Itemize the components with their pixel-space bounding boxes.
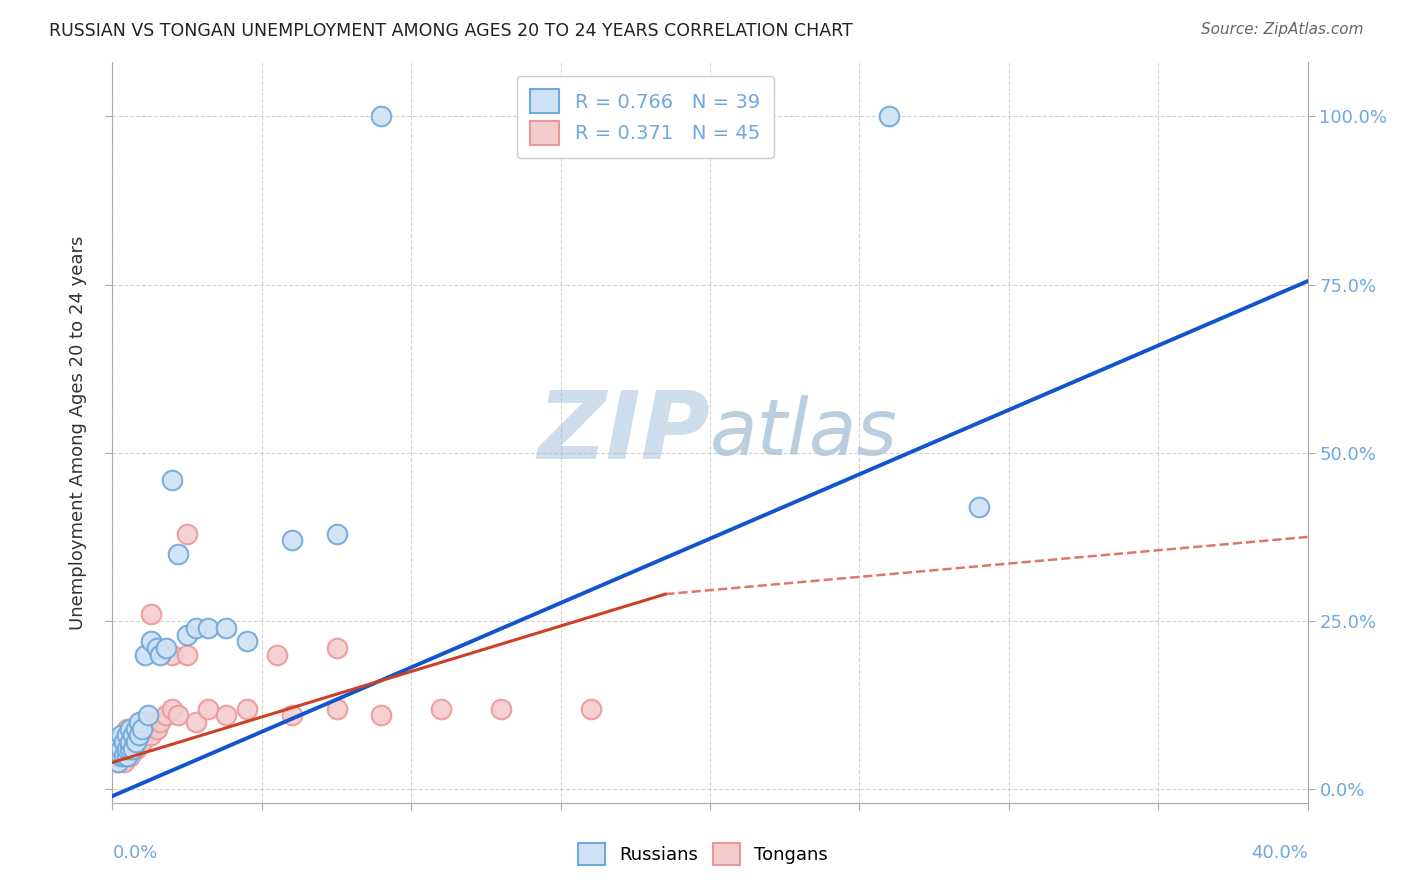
- Point: [155, 708, 177, 723]
- Legend: R = 0.766   N = 39, R = 0.371   N = 45: R = 0.766 N = 39, R = 0.371 N = 45: [516, 76, 773, 158]
- Point: [146, 722, 169, 736]
- Point: [122, 729, 145, 743]
- Point: [281, 708, 304, 723]
- Point: [120, 748, 142, 763]
- Point: [110, 742, 132, 756]
- Point: [104, 748, 127, 763]
- Point: [120, 722, 142, 736]
- Point: [114, 742, 135, 756]
- Point: [197, 621, 219, 635]
- Point: [215, 621, 238, 635]
- Point: [141, 607, 163, 622]
- Point: [489, 701, 512, 715]
- Point: [579, 701, 602, 715]
- Point: [117, 748, 139, 763]
- Point: [117, 735, 139, 749]
- Point: [281, 533, 304, 548]
- Point: [117, 722, 139, 736]
- Point: [186, 714, 208, 729]
- Point: [266, 648, 288, 662]
- Point: [128, 722, 150, 736]
- Point: [125, 729, 148, 743]
- Point: [325, 640, 347, 655]
- Point: [122, 722, 145, 736]
- Point: [149, 714, 172, 729]
- Point: [138, 714, 160, 729]
- Point: [128, 729, 150, 743]
- Point: [176, 648, 198, 662]
- Point: [370, 708, 392, 723]
- Point: [122, 742, 145, 756]
- Point: [197, 701, 219, 715]
- Text: 40.0%: 40.0%: [1251, 844, 1308, 862]
- Point: [104, 748, 127, 763]
- Text: atlas: atlas: [710, 394, 898, 471]
- Point: [107, 756, 129, 770]
- Point: [134, 722, 156, 736]
- Point: [120, 729, 142, 743]
- Point: [107, 735, 129, 749]
- Point: [146, 640, 169, 655]
- Point: [236, 634, 259, 648]
- Point: [141, 634, 163, 648]
- Point: [128, 714, 150, 729]
- Point: [967, 500, 990, 514]
- Point: [176, 627, 198, 641]
- Point: [370, 109, 392, 123]
- Point: [186, 621, 208, 635]
- Point: [107, 756, 129, 770]
- Point: [215, 708, 238, 723]
- Point: [125, 735, 148, 749]
- Point: [114, 756, 135, 770]
- Text: ZIP: ZIP: [537, 386, 710, 479]
- Y-axis label: Unemployment Among Ages 20 to 24 years: Unemployment Among Ages 20 to 24 years: [69, 235, 87, 630]
- Point: [110, 748, 132, 763]
- Point: [141, 729, 163, 743]
- Point: [110, 742, 132, 756]
- Point: [138, 708, 160, 723]
- Point: [117, 748, 139, 763]
- Text: RUSSIAN VS TONGAN UNEMPLOYMENT AMONG AGES 20 TO 24 YEARS CORRELATION CHART: RUSSIAN VS TONGAN UNEMPLOYMENT AMONG AGE…: [49, 22, 853, 40]
- Point: [167, 547, 190, 561]
- Point: [149, 648, 172, 662]
- Point: [125, 722, 148, 736]
- Point: [131, 722, 153, 736]
- Point: [430, 701, 453, 715]
- Point: [325, 526, 347, 541]
- Point: [117, 742, 139, 756]
- Legend: Russians, Tongans: Russians, Tongans: [569, 834, 837, 874]
- Point: [110, 729, 132, 743]
- Point: [155, 640, 177, 655]
- Point: [325, 701, 347, 715]
- Point: [134, 648, 156, 662]
- Point: [162, 648, 183, 662]
- Point: [110, 748, 132, 763]
- Point: [125, 742, 148, 756]
- Point: [117, 729, 139, 743]
- Point: [114, 748, 135, 763]
- Point: [167, 708, 190, 723]
- Point: [162, 473, 183, 487]
- Point: [879, 109, 901, 123]
- Point: [114, 735, 135, 749]
- Text: 0.0%: 0.0%: [112, 844, 157, 862]
- Point: [122, 742, 145, 756]
- Point: [143, 714, 166, 729]
- Point: [131, 735, 153, 749]
- Point: [107, 735, 129, 749]
- Point: [236, 701, 259, 715]
- Point: [120, 735, 142, 749]
- Point: [131, 714, 153, 729]
- Point: [176, 526, 198, 541]
- Point: [162, 701, 183, 715]
- Point: [120, 742, 142, 756]
- Point: [128, 735, 150, 749]
- Text: Source: ZipAtlas.com: Source: ZipAtlas.com: [1201, 22, 1364, 37]
